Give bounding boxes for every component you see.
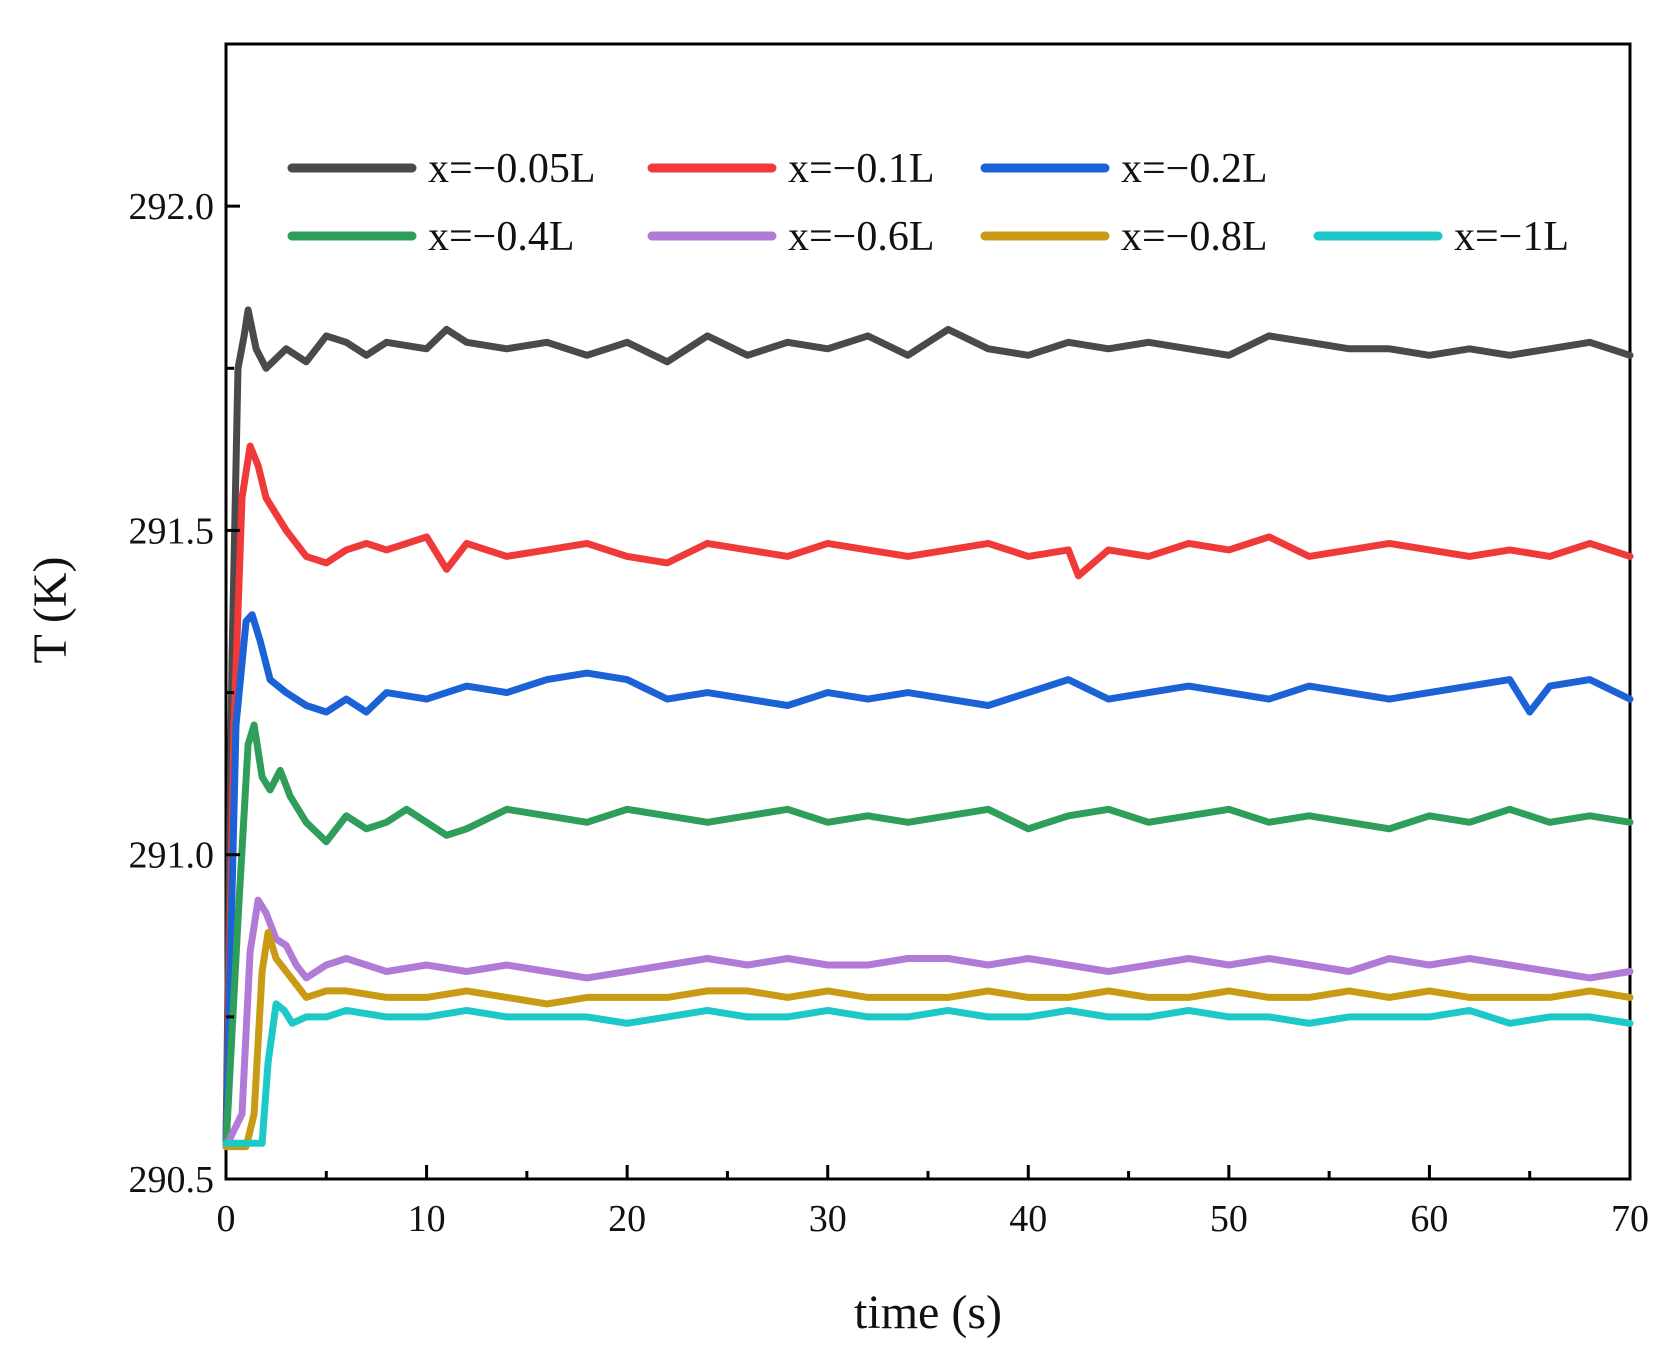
- series-line-5: [222, 929, 1634, 1151]
- series-line-1: [222, 442, 1634, 1151]
- legend: x=−0.05L x=−0.1L x=−0.2L x=−0.4L x=−0.6L x=−0…: [287, 146, 1569, 260]
- series-group: [222, 306, 1634, 1151]
- x-tick-label: 60: [1410, 1198, 1448, 1240]
- x-tick-label: 40: [1009, 1198, 1047, 1240]
- x-tick-label: 50: [1210, 1198, 1248, 1240]
- axes-group: 0 10 20 30 40 50 60 70 290.5 291.0 291.5 292.0: [129, 42, 1649, 1240]
- x-axis-title: time (s): [854, 1286, 1002, 1339]
- series-line-3: [222, 721, 1634, 1151]
- x-tick-label: 30: [809, 1198, 847, 1240]
- x-tick-label: 70: [1611, 1198, 1649, 1240]
- y-tick-label: 292.0: [129, 186, 215, 228]
- series-line-4: [222, 896, 1634, 1151]
- x-tick-label: 0: [217, 1198, 236, 1240]
- x-tick-label: 20: [608, 1198, 646, 1240]
- x-tick-label: 10: [408, 1198, 446, 1240]
- legend-label-5: x=−0.8L: [1121, 214, 1268, 260]
- y-tick-label: 291.0: [129, 835, 215, 877]
- series-line-6: [222, 1000, 1634, 1147]
- legend-label-2: x=−0.2L: [1121, 146, 1268, 192]
- y-tick-label: 290.5: [129, 1159, 215, 1201]
- legend-label-1: x=−0.1L: [788, 146, 935, 192]
- legend-label-6: x=−1L: [1454, 214, 1569, 260]
- y-axis-title: T (K): [24, 556, 77, 663]
- legend-label-3: x=−0.4L: [428, 214, 575, 260]
- legend-label-4: x=−0.6L: [788, 214, 935, 260]
- series-line-0: [222, 306, 1634, 1151]
- legend-label-0: x=−0.05L: [428, 146, 596, 192]
- series-line-2: [222, 611, 1634, 1151]
- y-tick-label: 291.5: [129, 510, 215, 552]
